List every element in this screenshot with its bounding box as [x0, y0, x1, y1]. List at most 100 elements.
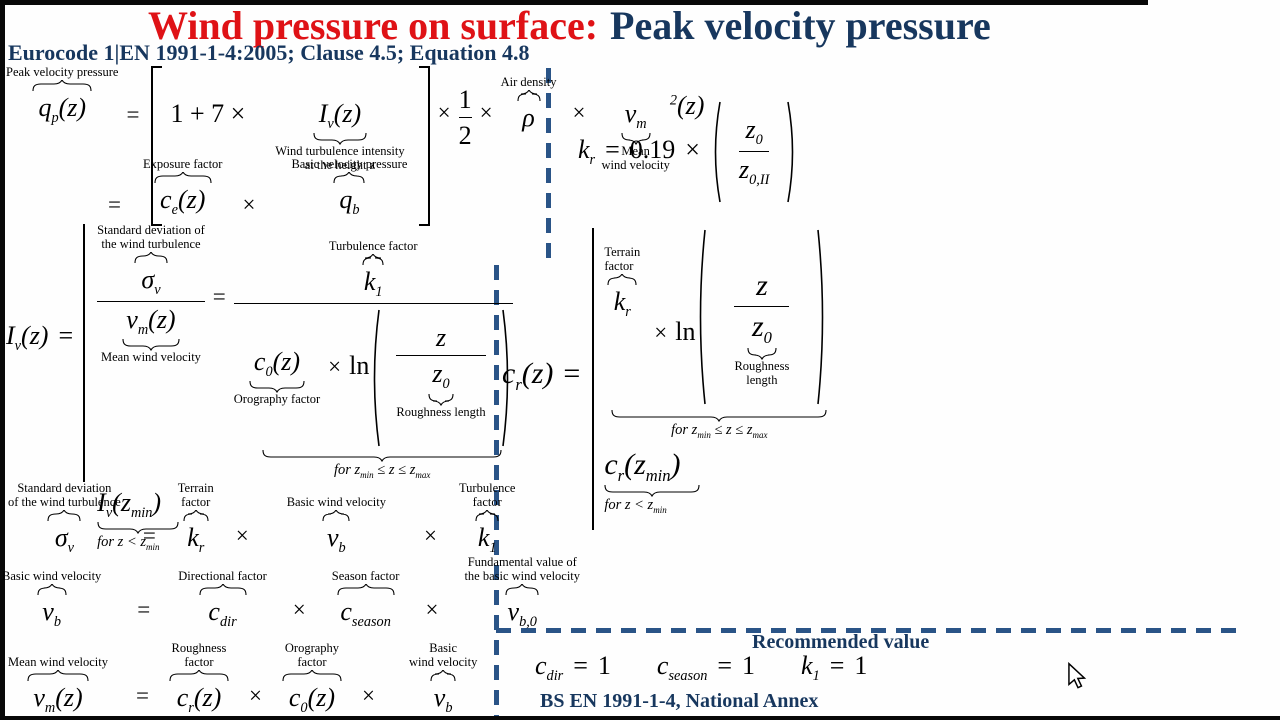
term-sigma: Standard deviation of the wind turbulenc… [8, 481, 121, 557]
eq-label: factor [604, 258, 634, 273]
symbol-c0z: c0(z) [253, 347, 301, 381]
term-z0: z0 Roughness length [396, 358, 485, 419]
symbol-sigma-v: σv [54, 522, 74, 556]
operator: × [248, 682, 262, 708]
eq-label: at the height z [304, 158, 376, 173]
overbrace [322, 508, 350, 522]
term-cseason: Season factor cseason [332, 569, 400, 631]
operator: × [572, 100, 586, 125]
page-title: Wind pressure on surface: Peak velocity p… [148, 2, 991, 49]
title-red-part: Wind pressure on surface: [148, 3, 599, 48]
symbol-z0II: z0,II [738, 155, 770, 189]
symbol-c0z: c0(z) [288, 682, 336, 716]
k1-denominator: c0(z) Orography factor × ln z z0 [234, 306, 513, 448]
eq-label: Roughness [734, 358, 790, 373]
paren-left [695, 228, 708, 406]
eq-label: of the wind turbulence [8, 494, 121, 509]
term-k1-num: Turbulence factor k1 [328, 239, 418, 301]
operator: × [424, 522, 437, 548]
term-Iv: Iv(z) Wind turbulence intensity at the h… [275, 98, 404, 173]
symbol-Iv-min: Iv(zmin) [97, 487, 162, 521]
operator: = [137, 596, 151, 622]
term-vb: Basic wind velocity vb [2, 568, 102, 631]
term-cdir: Directional factor cdir [178, 569, 267, 631]
underbrace-wide [611, 409, 827, 423]
symbol-z: z [756, 269, 768, 302]
overbrace [333, 170, 365, 184]
eq-label: Terrain [604, 245, 641, 259]
eq-label: Mean wind velocity [8, 654, 108, 669]
symbol-cr-min: cr(zmin) [604, 447, 681, 485]
footer-annex: BS EN 1991-1-4, National Annex [540, 690, 819, 712]
symbol-Iv-lhs: Iv(z) = [6, 321, 74, 355]
overbrace [183, 508, 209, 522]
eq-label: Standard deviation [17, 481, 112, 495]
denominator: 2 [458, 121, 472, 151]
subtitle-code-reference: Eurocode 1|EN 1991-1-4:2005; Clause 4.5;… [8, 40, 530, 65]
eq-label: factor [184, 654, 214, 669]
overbrace [362, 252, 384, 266]
eq-label: Air density [500, 75, 557, 89]
overbrace [47, 508, 81, 522]
symbol-qb: qb [339, 184, 360, 218]
paren-right [785, 100, 798, 204]
fraction-bar [458, 117, 472, 119]
operator: × [235, 522, 249, 548]
symbol-z0: z0 [745, 115, 763, 149]
symbol-vmz: vm(z) [33, 682, 83, 716]
eq-label: Basic velocity pressure [291, 157, 408, 171]
operator: × [361, 682, 375, 708]
overbrace [607, 272, 637, 286]
eq-label: Turbulence factor [328, 239, 418, 253]
eq-label: Fundamental value of [467, 555, 577, 569]
overbrace [337, 582, 395, 596]
fraction-bar [738, 151, 770, 153]
overbrace [282, 668, 342, 682]
underbrace [97, 522, 179, 535]
cases-bracket [83, 224, 87, 482]
eq-label: Mean [621, 144, 650, 159]
overbrace [430, 668, 456, 682]
eq-label: Roughness length [396, 404, 486, 419]
term-sigma-num: Standard deviation of the wind turbulenc… [97, 223, 205, 299]
condition-below-min: for z < zmin [604, 497, 667, 516]
eq-label: wind velocity [408, 654, 478, 669]
separator-dashed-horizontal [496, 628, 1237, 633]
operator: × [292, 596, 306, 622]
symbol-vb: vb [433, 682, 453, 716]
term-crz: Roughness factor cr(z) [169, 641, 229, 717]
symbol-crz: cr(z) [176, 682, 222, 716]
eq-peak-velocity-pressure: Peak velocity pressure qp(z) = 1 + 7 × I… [6, 65, 705, 226]
eq-label: Peak velocity pressure [6, 65, 119, 79]
symbol-Iv: Iv(z) [318, 99, 362, 133]
underbrace [313, 133, 367, 146]
symbol-vb: vb [327, 522, 346, 556]
underbrace [122, 339, 180, 352]
condition-below-min: for z < zmin [97, 534, 160, 552]
symbol-k1: k1 [477, 522, 497, 556]
symbol-kr: kr [187, 522, 205, 556]
symbol-sigma-v: σv [141, 264, 161, 298]
eq-label: Basic [429, 641, 458, 655]
cr-main-row: Terrain factor kr × ln z z0 Roughness len… [604, 228, 834, 406]
eq-label: the basic wind velocity [464, 568, 581, 583]
eq-label: Basic wind velocity [2, 568, 102, 583]
eq-turbulence-intensity: Iv(z) = Standard deviation of the wind tu… [6, 223, 513, 553]
bracket-left [151, 66, 163, 226]
fraction-half: 1 2 [458, 84, 472, 151]
operator: × [242, 192, 256, 217]
term-kr: Terrain factor kr [178, 481, 214, 557]
frame-border-top [0, 0, 1148, 5]
operator: = [142, 522, 156, 548]
symbol-squared-z: 2(z) [669, 91, 705, 120]
paren-left [710, 100, 723, 204]
paren-right [500, 308, 513, 448]
term-kr: Terrain factor kr [604, 245, 641, 321]
underbrace [604, 485, 700, 498]
symbol-vm: vm [624, 99, 647, 133]
symbol-vb: vb [42, 596, 61, 630]
symbol-rho: ρ [522, 102, 535, 132]
term-vm-den: vm(z) Mean wind velocity [101, 304, 201, 365]
term-vb: Basic wind velocity vb [271, 495, 402, 557]
